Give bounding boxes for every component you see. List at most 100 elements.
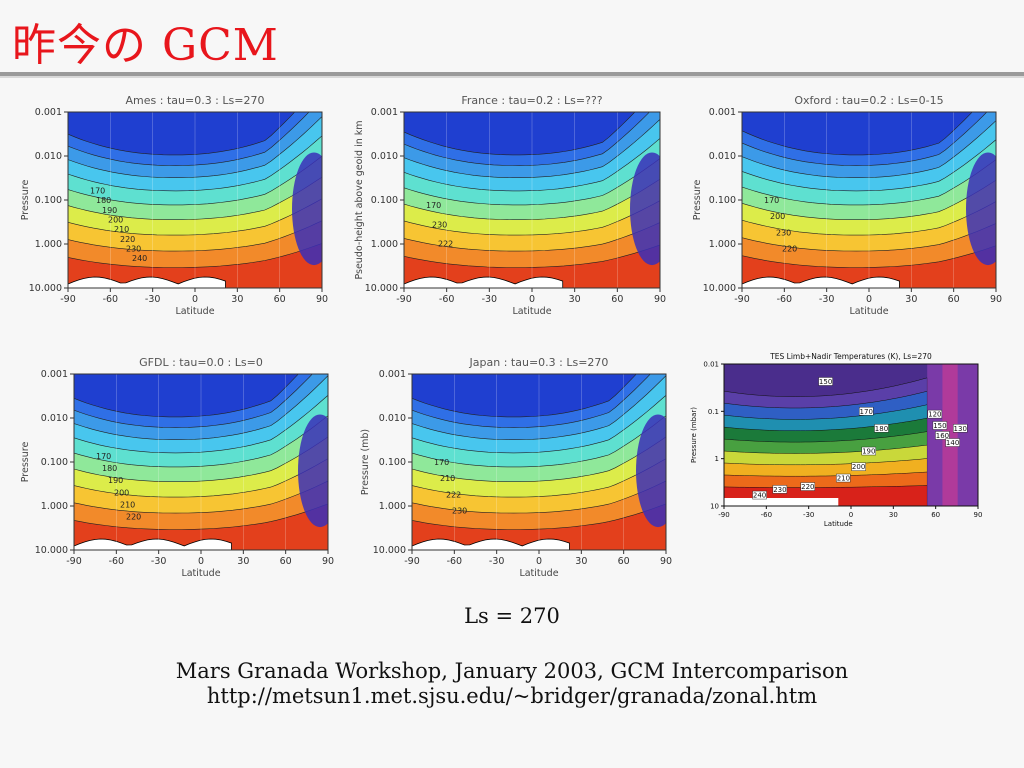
- contour-label: 150: [819, 378, 832, 386]
- panel-title: France : tau=0.2 : Ls=???: [461, 94, 602, 107]
- contour-label: 220: [120, 235, 135, 244]
- contour-label-box: [752, 490, 767, 500]
- temperature-band: [404, 244, 660, 288]
- contour-field: [412, 374, 666, 550]
- y-tick-label: 10.000: [365, 283, 398, 294]
- y-tick-label: 1.000: [371, 239, 398, 250]
- gfdl-panel: GFDL : tau=0.0 : Ls=0 0.001 0.010 0.100 1.00…: [20, 356, 334, 579]
- x-tick-label: 60: [931, 511, 940, 519]
- x-tick-label: 0: [529, 294, 535, 305]
- contour-label: 140: [946, 439, 959, 447]
- contour-label: 170: [96, 452, 111, 461]
- temperature-band: [742, 245, 996, 288]
- y-tick-label: 0.001: [41, 369, 68, 380]
- contour-label: 180: [875, 425, 888, 433]
- x-axis-label: Latitude: [512, 306, 551, 317]
- y-tick-label: 0.010: [371, 151, 398, 162]
- x-tick-label: 90: [654, 294, 666, 305]
- y-tick-label: 10: [710, 503, 719, 511]
- contour-label-box: [772, 485, 788, 494]
- x-tick-label: 90: [660, 556, 672, 567]
- y-axis-label: Pseudo-height above geoid in km: [354, 120, 365, 279]
- polar-warm-column: [942, 364, 958, 506]
- x-tick-label: 30: [575, 556, 587, 567]
- tes-title: TES Limb+Nadir Temperatures (K), Ls=270: [769, 352, 932, 361]
- contour-field: [404, 112, 660, 288]
- x-tick-label: 60: [274, 294, 286, 305]
- x-tick-label: -90: [66, 556, 82, 567]
- contour-label-box: [859, 407, 874, 416]
- panel-title: Oxford : tau=0.2 : Ls=0-15: [794, 94, 943, 107]
- x-tick-label: 30: [569, 294, 581, 305]
- y-tick-label: 10.000: [703, 283, 736, 294]
- contour-label: 180: [102, 464, 117, 473]
- contour-label: 120: [928, 411, 941, 419]
- polar-cold-region: [636, 414, 666, 528]
- x-tick-label: -90: [718, 511, 729, 519]
- topography: [412, 538, 570, 550]
- polar-cold-region: [630, 152, 660, 266]
- temperature-band: [68, 243, 322, 288]
- footer-citation: Mars Granada Workshop, January 2003, GCM…: [175, 659, 849, 683]
- contour-label: 230: [432, 220, 447, 229]
- contour-label: 240: [132, 254, 147, 263]
- panel-title: Ames : tau=0.3 : Ls=270: [126, 94, 265, 107]
- contour-label: 170: [434, 458, 449, 467]
- x-tick-label: -30: [151, 556, 167, 567]
- x-tick-label: -30: [489, 556, 505, 567]
- contour-label: 200: [770, 212, 785, 221]
- x-tick-label: -30: [482, 294, 498, 305]
- contour-label: 210: [837, 475, 850, 483]
- x-tick-label: -60: [103, 294, 119, 305]
- x-tick-label: 90: [322, 556, 334, 567]
- contour-label: 190: [102, 206, 117, 215]
- japan-panel: Japan : tau=0.3 : Ls=270 0.001 0.010 0.100 1…: [360, 356, 672, 579]
- title-divider-shadow: [0, 76, 1024, 78]
- x-tick-label: 90: [974, 511, 983, 519]
- x-tick-label: -30: [803, 511, 814, 519]
- y-tick-label: 1.000: [41, 501, 68, 512]
- y-axis-label: Pressure (mbar): [690, 407, 698, 463]
- y-tick-label: 0.001: [709, 107, 736, 118]
- y-axis-label: Pressure: [20, 442, 31, 483]
- contour-label: 190: [862, 448, 875, 456]
- temperature-band: [74, 503, 328, 550]
- x-tick-label: -60: [761, 511, 772, 519]
- y-tick-label: 0.100: [41, 457, 68, 468]
- contour-label: 230: [773, 486, 786, 494]
- contour-label: 210: [114, 225, 129, 234]
- y-tick-label: 0.001: [379, 369, 406, 380]
- x-tick-label: -90: [734, 294, 750, 305]
- x-tick-label: -60: [439, 294, 455, 305]
- y-tick-label: 0.010: [35, 151, 62, 162]
- contour-label: 220: [801, 483, 814, 491]
- contour-label: 170: [764, 196, 779, 205]
- y-tick-label: 0.1: [708, 408, 719, 416]
- contour-field: [74, 374, 328, 550]
- ames-panel: Ames : tau=0.3 : Ls=270 0.001 0.010 0.100 1.…: [20, 94, 328, 317]
- contour-label: 180: [96, 196, 111, 205]
- tes-panel: TES Limb+Nadir Temperatures (K), Ls=270 0…: [690, 352, 983, 528]
- contour-label: 190: [108, 476, 123, 485]
- y-tick-label: 0.100: [379, 457, 406, 468]
- contour-label-box: [800, 482, 816, 491]
- contour-label-box: [935, 431, 950, 440]
- polar-cold-region: [298, 414, 328, 528]
- contour-label: 210: [120, 500, 135, 509]
- x-tick-label: 0: [198, 556, 204, 567]
- ls-label: Ls = 270: [464, 604, 560, 628]
- x-tick-label: -60: [447, 556, 463, 567]
- contour-label: 230: [452, 506, 467, 515]
- x-tick-label: 90: [316, 294, 328, 305]
- footer-url: http://metsun1.met.sjsu.edu/~bridger/gra…: [206, 684, 818, 708]
- contour-field: [68, 112, 322, 288]
- polar-cold-region: [292, 152, 322, 266]
- y-tick-label: 0.01: [703, 361, 719, 369]
- x-tick-label: 0: [849, 511, 853, 519]
- topography: [74, 538, 232, 550]
- y-tick-label: 1.000: [709, 239, 736, 250]
- y-axis-label: Pressure: [20, 180, 31, 221]
- contour-label-box: [945, 438, 960, 447]
- x-tick-label: 0: [866, 294, 872, 305]
- x-tick-label: -30: [819, 294, 835, 305]
